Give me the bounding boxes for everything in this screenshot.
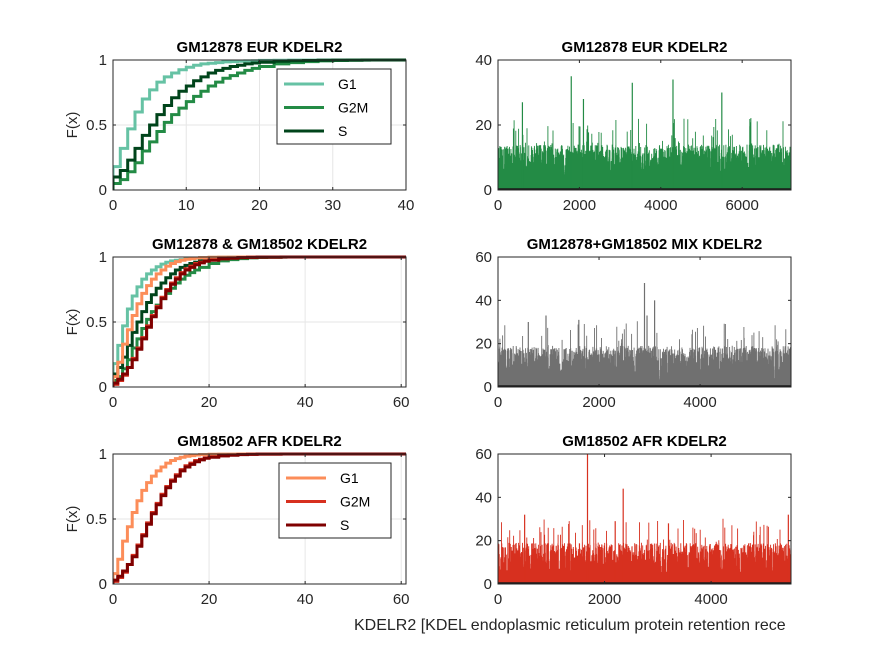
figure-x-axis-label: KDELR2 [KDEL endoplasmic reticulum prote… xyxy=(354,617,786,634)
cdf2-y-axis-label: F(x) xyxy=(64,309,81,336)
hist3-marks xyxy=(498,454,791,584)
cdf1-legend: G1 G2M S xyxy=(276,68,392,145)
hist2-axes-box xyxy=(497,256,792,388)
hist2-y-tick-label: 20 xyxy=(475,336,492,353)
cdf2-x-tick-label: 20 xyxy=(201,394,218,411)
hist1-y-tick-label: 20 xyxy=(475,117,492,134)
cdf3-y-axis-label: F(x) xyxy=(64,506,81,533)
cdf3-panel: 0 20 40 60 0 0.5 1 GM18502 AFR KDELR2 F(x) G1 G2M S xyxy=(64,433,410,608)
hist2-y-tick-label: 0 xyxy=(484,379,492,396)
hist1-x-tick-label: 6000 xyxy=(725,197,758,214)
cdf3-x-tick-label: 40 xyxy=(297,591,314,608)
hist3-panel: 0 2000 4000 0 20 40 60 GM18502 AFR KDELR2 xyxy=(475,433,792,608)
cdf3-y-tick-label: 0 xyxy=(99,576,107,593)
hist1-x-tick-label: 0 xyxy=(494,197,502,214)
cdf1-x-tick-label: 0 xyxy=(109,197,117,214)
hist2-y-tick-label: 60 xyxy=(475,249,492,266)
cdf1-x-tick-label: 20 xyxy=(251,197,268,214)
hist1-bars xyxy=(498,118,791,190)
cdf1-x-tick-label: 10 xyxy=(178,197,195,214)
cdf2-panel: 0 20 40 60 0 0.5 1 GM12878 & GM18502 KDELR2 F(x) xyxy=(64,236,410,411)
hist2-x-tick-label: 2000 xyxy=(582,394,615,411)
cdf2-series-gm18502-s xyxy=(113,255,406,387)
cdf3-title: GM18502 AFR KDELR2 xyxy=(177,433,342,450)
cdf1-y-axis-label: F(x) xyxy=(64,112,81,139)
cdf1-legend-label: S xyxy=(338,123,347,139)
cdf2-x-tick-label: 40 xyxy=(297,394,314,411)
cdf3-legend: G1 G2M S xyxy=(278,462,392,539)
hist2-x-tick-label: 4000 xyxy=(683,394,716,411)
hist1-title: GM12878 EUR KDELR2 xyxy=(562,39,728,56)
hist3-y-tick-label: 40 xyxy=(475,489,492,506)
cdf3-x-tick-label: 60 xyxy=(393,591,410,608)
cdf3-x-tick-label: 20 xyxy=(201,591,218,608)
cdf1-panel: 0 10 20 30 40 0 0.5 1 GM12878 EUR KDELR2 F(x) G1 G2… xyxy=(64,39,414,214)
cdf2-y-tick-label: 1 xyxy=(99,249,107,266)
hist1-x-tick-label: 4000 xyxy=(644,197,677,214)
hist2-marks xyxy=(498,283,791,387)
hist3-y-tick-label: 60 xyxy=(475,446,492,463)
cdf3-legend-label: G1 xyxy=(340,470,359,486)
cdf1-series-s xyxy=(113,58,406,190)
cdf3-x-tick-label: 0 xyxy=(109,591,117,608)
cdf1-y-tick-label: 0.5 xyxy=(86,117,107,134)
cdf2-y-tick-label: 0 xyxy=(99,379,107,396)
cdf3-legend-label: S xyxy=(340,517,349,533)
hist2-y-tick-label: 40 xyxy=(475,292,492,309)
hist3-axes-box xyxy=(497,453,792,585)
hist3-x-tick-label: 2000 xyxy=(588,591,621,608)
cdf2-x-tick-label: 0 xyxy=(109,394,117,411)
cdf2-y-tick-label: 0.5 xyxy=(86,314,107,331)
hist1-y-tick-label: 40 xyxy=(475,52,492,69)
hist3-x-tick-label: 4000 xyxy=(694,591,727,608)
cdf3-series-g1 xyxy=(113,452,406,584)
cdf1-x-tick-label: 40 xyxy=(398,197,415,214)
hist1-y-tick-label: 0 xyxy=(484,182,492,199)
hist3-x-tick-label: 0 xyxy=(494,591,502,608)
hist1-x-tick-label: 2000 xyxy=(563,197,596,214)
cdf2-marks xyxy=(113,255,406,387)
cdf2-series-gm18502-g1 xyxy=(113,255,406,387)
hist2-panel: 0 2000 4000 0 20 40 60 GM12878+GM18502 MIX KDEL… xyxy=(475,236,792,411)
cdf1-title: GM12878 EUR KDELR2 xyxy=(177,39,343,56)
cdf1-y-tick-label: 0 xyxy=(99,182,107,199)
hist2-x-tick-label: 0 xyxy=(494,394,502,411)
hist2-title: GM12878+GM18502 MIX KDELR2 xyxy=(527,236,763,253)
hist3-y-tick-label: 0 xyxy=(484,576,492,593)
cdf3-y-tick-label: 1 xyxy=(99,446,107,463)
cdf3-series-s xyxy=(113,452,406,584)
cdf1-x-tick-label: 30 xyxy=(324,197,341,214)
cdf1-y-tick-label: 1 xyxy=(99,52,107,69)
cdf3-y-tick-label: 0.5 xyxy=(86,511,107,528)
hist3-y-tick-label: 20 xyxy=(475,533,492,550)
cdf1-legend-label: G2M xyxy=(338,100,368,116)
cdf2-title: GM12878 & GM18502 KDELR2 xyxy=(152,236,367,253)
hist3-title: GM18502 AFR KDELR2 xyxy=(562,433,727,450)
cdf2-x-tick-label: 60 xyxy=(393,394,410,411)
cdf3-legend-label: G2M xyxy=(340,494,370,510)
cdf1-legend-label: G1 xyxy=(338,76,357,92)
hist1-panel: 0 2000 4000 6000 0 20 40 GM12878 EUR KDELR2 xyxy=(475,39,792,214)
cdf3-marks xyxy=(113,452,406,584)
